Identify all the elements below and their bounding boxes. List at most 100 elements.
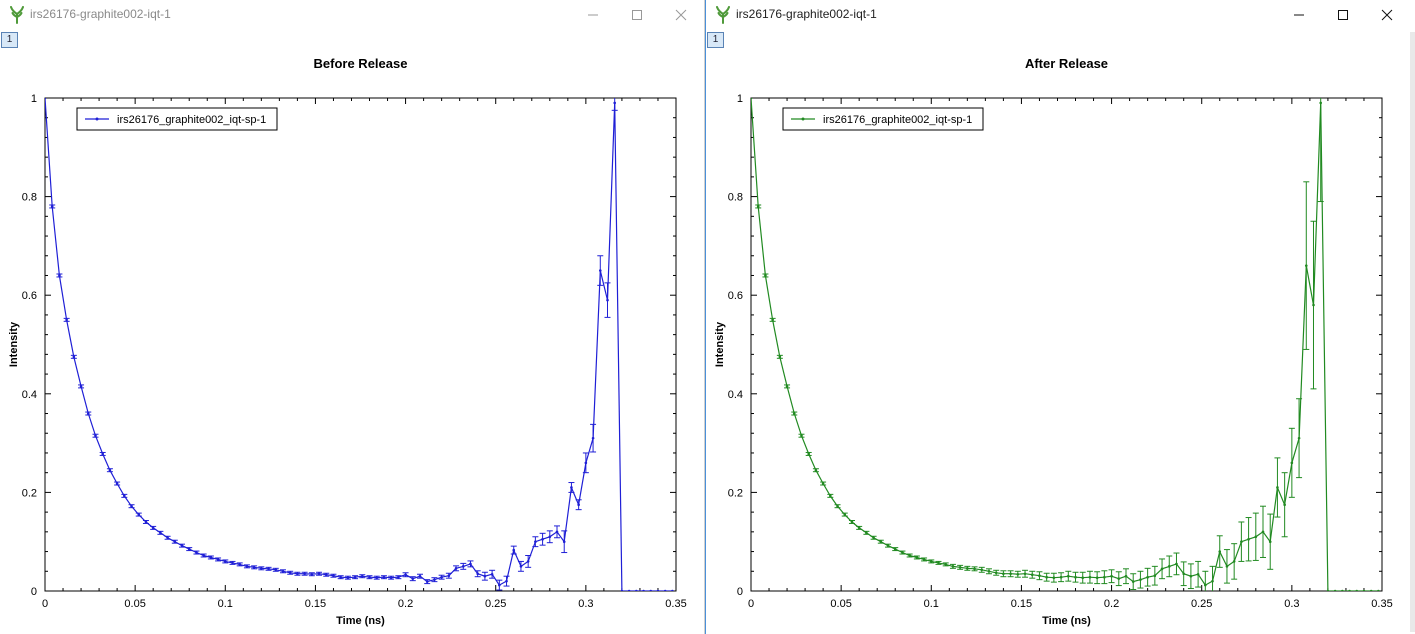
data-point: [915, 556, 919, 559]
maximize-button[interactable]: [614, 0, 660, 30]
data-point: [317, 572, 321, 576]
legend: irs26176_graphite002_iqt-sp-1: [782, 107, 984, 131]
vertical-scrollbar[interactable]: [1410, 32, 1415, 632]
data-point: [785, 385, 789, 388]
data-point: [792, 412, 796, 415]
title-bar[interactable]: irs26176-graphite002-iqt-1: [0, 0, 704, 30]
data-point: [1016, 572, 1020, 576]
data-point: [79, 385, 83, 388]
data-point: [281, 569, 285, 573]
data-point: [821, 482, 825, 485]
x-tick-label: 0.05: [830, 598, 851, 610]
plot-number-badge[interactable]: 1: [707, 32, 724, 48]
series-line: [751, 98, 1379, 591]
data-point: [267, 567, 270, 571]
data-point: [238, 563, 242, 566]
data-point: [288, 571, 292, 575]
data-point: [274, 568, 278, 572]
data-point: [764, 274, 767, 277]
data-point: [807, 452, 810, 456]
close-icon: [1381, 9, 1393, 21]
legend-label: irs26176_graphite002_iqt-sp-1: [117, 114, 266, 126]
data-point: [570, 486, 573, 489]
minimize-button[interactable]: [1276, 0, 1322, 30]
data-point: [1124, 574, 1128, 578]
plot-window-after[interactable]: irs26176-graphite002-iqt-1 1 After Relea…: [705, 0, 1415, 634]
data-point: [771, 318, 774, 322]
x-tick-label: 0.3: [1284, 598, 1299, 610]
data-point: [635, 589, 638, 591]
data-point: [425, 580, 429, 583]
data-point: [577, 503, 580, 507]
data-point: [1304, 264, 1308, 267]
data-point: [245, 565, 249, 568]
data-point: [173, 540, 177, 543]
legend-marker: [801, 117, 805, 121]
x-axis-label: Time (ns): [1042, 615, 1091, 627]
chart-title: Before Release: [314, 56, 408, 71]
data-point: [1355, 589, 1359, 591]
data-point: [944, 563, 948, 566]
minimize-button[interactable]: [570, 0, 616, 30]
maximize-button[interactable]: [1320, 0, 1366, 30]
x-tick-label: 0.3: [578, 598, 593, 610]
close-button[interactable]: [658, 0, 704, 30]
data-point: [1175, 562, 1178, 566]
data-point: [231, 561, 234, 565]
plot-canvas[interactable]: Before Release 0 0.05 0.1 0.15 0.2 0.25 0.3 0.35…: [0, 48, 704, 634]
data-point: [123, 494, 126, 498]
data-point: [296, 572, 299, 576]
data-point: [1369, 589, 1373, 591]
x-tick-label: 0.35: [665, 598, 686, 610]
close-button[interactable]: [1364, 0, 1410, 30]
x-tick-label: 0.25: [1191, 598, 1212, 610]
data-point: [922, 558, 926, 561]
data-point: [555, 530, 559, 534]
data-point: [850, 520, 854, 524]
data-point: [461, 565, 465, 568]
data-point: [994, 571, 998, 575]
data-point: [893, 547, 897, 551]
data-point: [1002, 572, 1005, 576]
data-point: [1131, 580, 1135, 583]
y-tick-label: 0.8: [22, 192, 37, 204]
data-point: [1377, 589, 1380, 591]
data-point: [1362, 589, 1366, 591]
y-tick-label: 0.2: [22, 487, 37, 499]
data-point: [1261, 530, 1265, 534]
data-point: [1290, 461, 1294, 465]
data-point: [108, 468, 112, 472]
plot-window-before[interactable]: irs26176-graphite002-iqt-1 1 Before Rele…: [0, 0, 705, 634]
data-point: [562, 540, 566, 543]
data-point: [671, 589, 674, 591]
legend: irs26176_graphite002_iqt-sp-1: [76, 107, 278, 131]
data-point: [1110, 574, 1113, 578]
plot-canvas[interactable]: After Release 0 0.05 0.1 0.15 0.2 0.25 0.3 0.35 0…: [706, 48, 1410, 634]
data-point: [1283, 503, 1286, 507]
data-point: [433, 578, 436, 581]
data-point: [339, 575, 342, 579]
data-point: [45, 98, 47, 100]
data-point: [65, 318, 68, 322]
data-point: [440, 575, 443, 579]
data-point: [368, 575, 371, 579]
data-point: [534, 540, 537, 543]
data-point: [591, 436, 595, 440]
data-point: [303, 572, 306, 576]
data-point: [1319, 101, 1323, 105]
data-point: [1297, 436, 1301, 440]
series-line: [45, 98, 673, 591]
data-point: [101, 452, 104, 456]
data-point: [404, 573, 407, 577]
data-point: [397, 575, 400, 579]
data-point: [1341, 589, 1344, 591]
x-tick-label: 0.2: [1104, 598, 1119, 610]
title-bar[interactable]: irs26176-graphite002-iqt-1: [706, 0, 1415, 30]
data-point: [778, 355, 782, 359]
data-point: [1023, 572, 1027, 576]
y-tick-label: 1: [31, 93, 37, 105]
y-axis-label: Intensity: [714, 321, 726, 367]
data-point: [843, 513, 847, 516]
legend-label: irs26176_graphite002_iqt-sp-1: [823, 114, 972, 126]
plot-number-badge[interactable]: 1: [1, 32, 18, 48]
